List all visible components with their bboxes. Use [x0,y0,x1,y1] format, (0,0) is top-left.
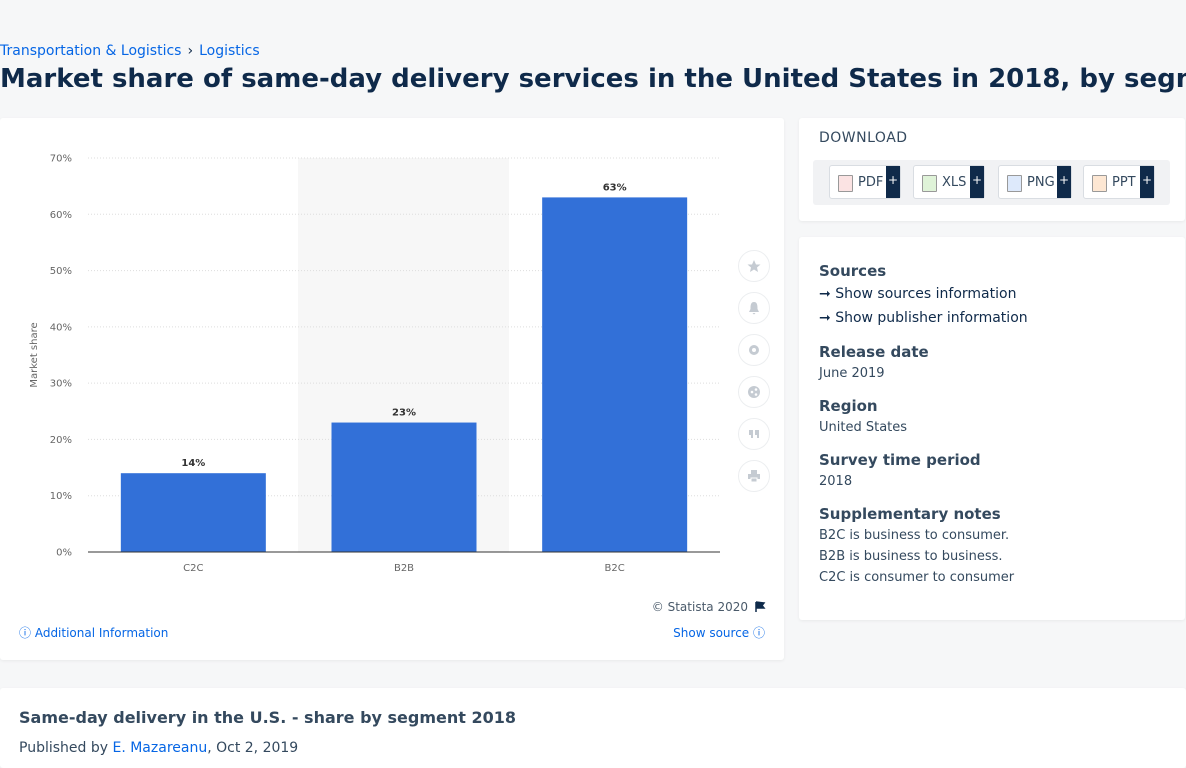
details: Sources ➞ Show sources information ➞ Sho… [819,261,1028,588]
y-tick-label: 50% [50,266,72,277]
published-prefix: Published by [19,740,109,756]
y-tick-label: 60% [50,210,72,221]
section-heading: Region [819,397,878,415]
breadcrumb-link[interactable]: Transportation & Logistics [0,43,182,59]
additional-info-text: Additional Information [34,626,169,640]
download-plus: + [1140,166,1154,198]
section-value: June 2019 [819,366,885,381]
details-card: Sources ➞ Show sources information ➞ Sho… [799,237,1185,620]
note: B2B is business to business. [819,549,1003,564]
xls-icon [922,175,937,192]
section-value: 2018 [819,474,853,489]
arrow-icon: ➞ [819,310,836,326]
info-icon: ⓘ [749,626,765,640]
link-text: Show publisher information [835,310,1028,326]
page-title: Market share of same-day delivery servic… [0,64,1186,94]
download-plus: + [886,166,900,198]
download-button[interactable]: PNG + [998,165,1072,199]
bar [331,422,477,552]
y-axis-label: Market share [29,322,40,387]
y-tick-label: 10% [50,491,72,502]
quote-icon [749,430,759,438]
value-label: 14% [181,458,205,469]
settings-button[interactable] [738,334,770,366]
share-icon [748,386,760,398]
flag-icon[interactable] [754,601,766,613]
y-tick-label: 30% [50,379,72,390]
publication-title: Same-day delivery in the U.S. - share by… [19,708,517,727]
value-label: 23% [392,408,416,419]
y-tick-label: 70% [50,154,72,165]
show-publisher-link[interactable]: ➞ Show publisher information [819,306,1028,330]
section-value: United States [819,420,908,435]
download-format: PNG [1027,175,1055,190]
download-button[interactable]: XLS + [913,165,985,199]
bell-icon [749,302,759,315]
show-source-link[interactable]: Show source ⓘ [673,624,765,641]
download-format: XLS [942,175,967,190]
bar [542,197,688,552]
publication-card: Same-day delivery in the U.S. - share by… [0,688,1186,768]
author-link[interactable]: E. Mazareanu [112,740,208,756]
x-tick-label: C2C [183,563,203,574]
note: B2C is business to consumer. [819,528,1010,543]
png-icon [1007,175,1022,192]
favorite-button[interactable] [738,250,770,282]
section-heading: Supplementary notes [819,505,1001,523]
copyright: © Statista 2020 [651,600,748,614]
download-format: PDF [858,175,884,190]
section-heading: Sources [819,262,887,280]
link-text: Show sources information [835,286,1017,302]
note: C2C is consumer to consumer [819,570,1015,585]
show-source-text: Show source [673,626,750,640]
gear-icon [749,345,759,355]
pdf-icon [838,175,853,192]
bar [120,473,266,552]
breadcrumb: Transportation & Logistics › Logistics [0,43,260,59]
section-heading: Survey time period [819,451,981,469]
download-format: PPT [1112,175,1136,190]
section-heading: Release date [819,343,929,361]
value-label: 63% [603,182,627,193]
y-tick-label: 40% [50,322,72,333]
info-icon: ⓘ [19,626,35,640]
download-button[interactable]: PDF + [829,165,901,199]
alert-button[interactable] [738,292,770,324]
download-plus: + [1057,166,1071,198]
y-tick-label: 0% [56,548,72,559]
breadcrumb-link[interactable]: Logistics [199,43,260,59]
additional-info-link[interactable]: ⓘ Additional Information [19,624,168,641]
ppt-icon [1092,175,1107,192]
arrow-icon: ➞ [819,286,836,302]
separator: , [207,740,212,756]
x-tick-label: B2C [605,563,625,574]
cite-button[interactable] [738,418,770,450]
download-row: PDF + XLS + PNG + PPT + [813,160,1170,205]
print-icon [748,470,760,483]
chart-card: Market share 0% 10% 20% 30% 40% 50% 60% 70% C2C 1… [0,118,784,660]
download-button[interactable]: PPT + [1083,165,1155,199]
share-button[interactable] [738,376,770,408]
download-plus: + [970,166,984,198]
x-tick-label: B2B [394,563,414,574]
star-icon [747,260,761,272]
tool-column [738,250,770,502]
publication-date: Oct 2, 2019 [216,740,299,756]
show-sources-link[interactable]: ➞ Show sources information [819,282,1028,306]
publication-line: Published by E. Mazareanu, Oct 2, 2019 [19,740,298,756]
breadcrumb-separator: › [187,43,194,59]
print-button[interactable] [738,460,770,492]
y-tick-label: 20% [50,435,72,446]
download-title: DOWNLOAD [819,130,908,146]
download-card: DOWNLOAD PDF + XLS + PNG + PPT + [799,118,1185,221]
chart: Market share 0% 10% 20% 30% 40% 50% 60% 70% C2C 1… [29,154,720,574]
